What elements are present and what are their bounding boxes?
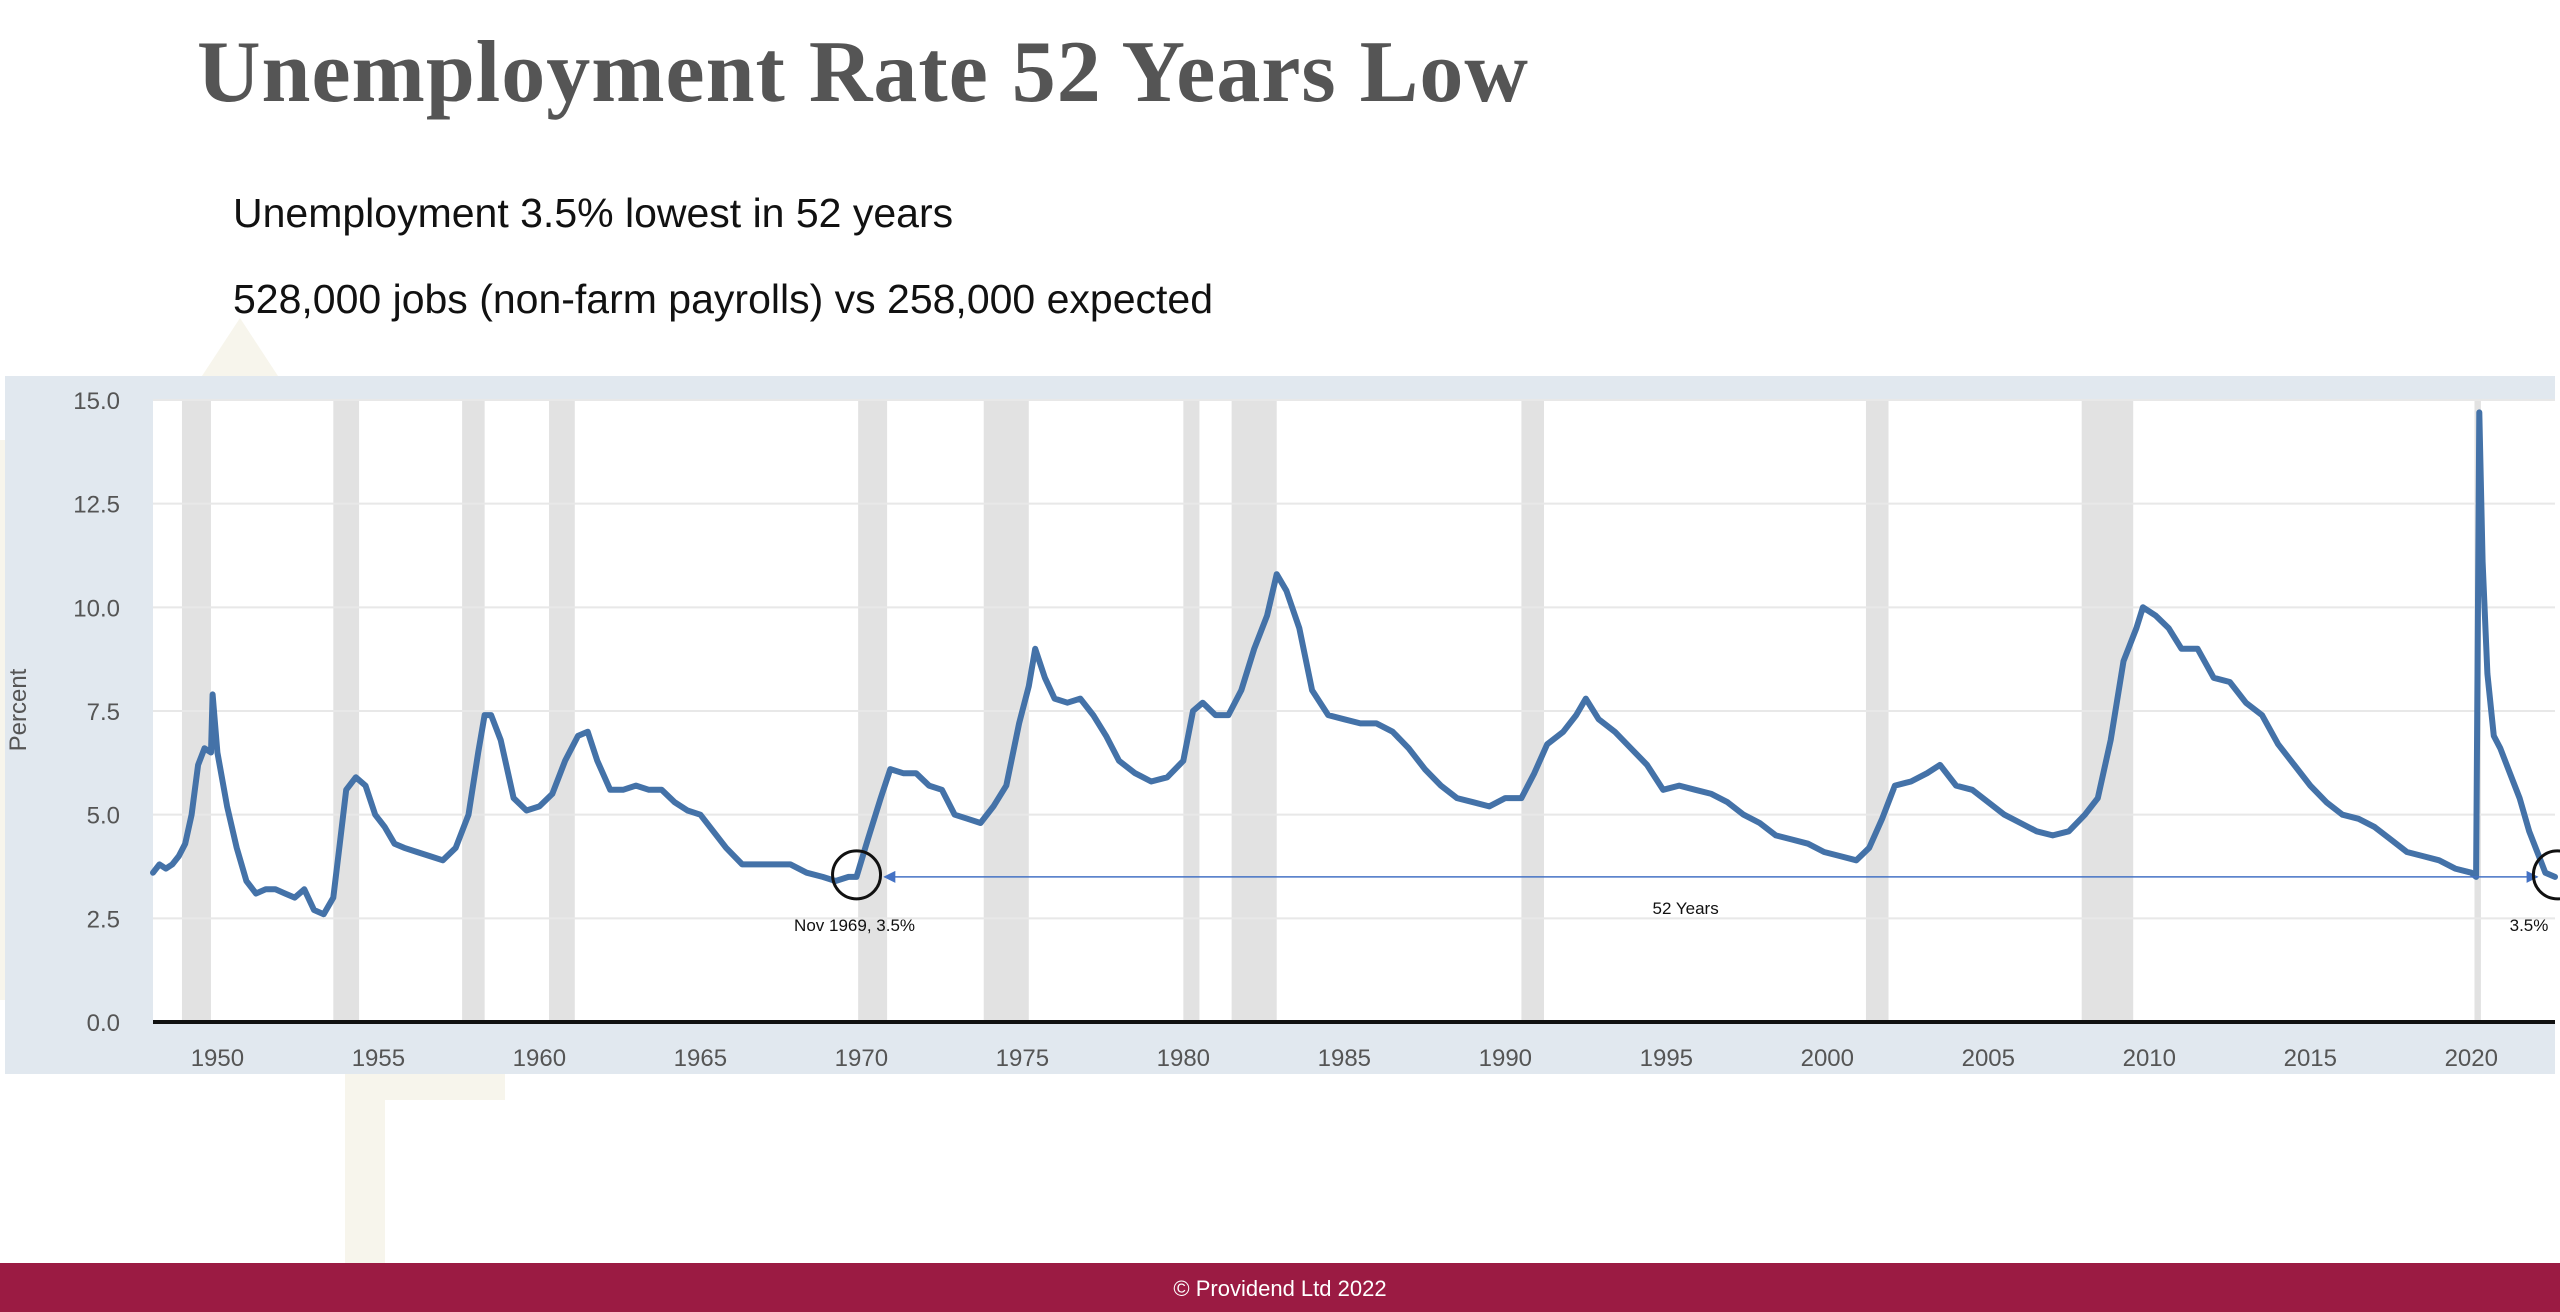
annotation-group: Nov 1969, 3.5% 52 Years 3.5% (794, 849, 2560, 935)
y-tick-label: 12.5 (73, 492, 120, 519)
bullet-unemployment: Unemployment 3.5% lowest in 52 years (233, 190, 954, 236)
footer-copyright: © Providend Ltd 2022 (1173, 1276, 1387, 1301)
y-tick-label: 10.0 (73, 595, 120, 622)
y-tick-label: 5.0 (87, 803, 120, 830)
x-tick-label: 2020 (2445, 1045, 2498, 1072)
x-tick-label: 1970 (835, 1045, 888, 1072)
start-annotation-label: Nov 1969, 3.5% (794, 916, 915, 935)
span-annotation-label: 52 Years (1653, 899, 1719, 918)
x-tick-label: 1995 (1640, 1045, 1693, 1072)
x-tick-label: 1960 (513, 1045, 566, 1072)
y-tick-label: 2.5 (87, 906, 120, 933)
x-tick-label: 1985 (1318, 1045, 1371, 1072)
slide-title: Unemployment Rate 52 Years Low (197, 24, 1529, 121)
start-circle-marker (831, 849, 883, 901)
x-tick-label: 2010 (2123, 1045, 2176, 1072)
x-tick-label: 1980 (1157, 1045, 1210, 1072)
unemployment-series-line (150, 409, 2558, 918)
x-tick-label: 1975 (996, 1045, 1049, 1072)
end-circle-marker (2531, 849, 2560, 901)
y-tick-label: 0.0 (87, 1010, 120, 1037)
footer-bar (0, 1263, 2560, 1312)
x-tick-label: 2005 (1962, 1045, 2015, 1072)
end-annotation-label: 3.5% (2510, 916, 2549, 935)
series-group (150, 409, 2558, 918)
x-tick-label: 1990 (1479, 1045, 1532, 1072)
y-tick-label: 7.5 (87, 699, 120, 726)
gridlines (153, 399, 2555, 920)
y-tick-label: 15.0 (73, 388, 120, 415)
x-tick-labels: 1950 1955 1960 1965 1970 1975 1980 1985 1990 1995… (191, 1045, 2498, 1072)
x-tick-label: 1950 (191, 1045, 244, 1072)
x-tick-label: 2000 (1801, 1045, 1854, 1072)
y-axis-label: Percent (5, 668, 32, 751)
bullet-payrolls: 528,000 jobs (non-farm payrolls) vs 258,… (233, 276, 1214, 322)
x-tick-label: 1955 (352, 1045, 405, 1072)
x-tick-label: 1965 (674, 1045, 727, 1072)
y-tick-labels: 15.0 12.5 10.0 7.5 5.0 2.5 0.0 (73, 388, 120, 1037)
x-tick-label: 2015 (2284, 1045, 2337, 1072)
